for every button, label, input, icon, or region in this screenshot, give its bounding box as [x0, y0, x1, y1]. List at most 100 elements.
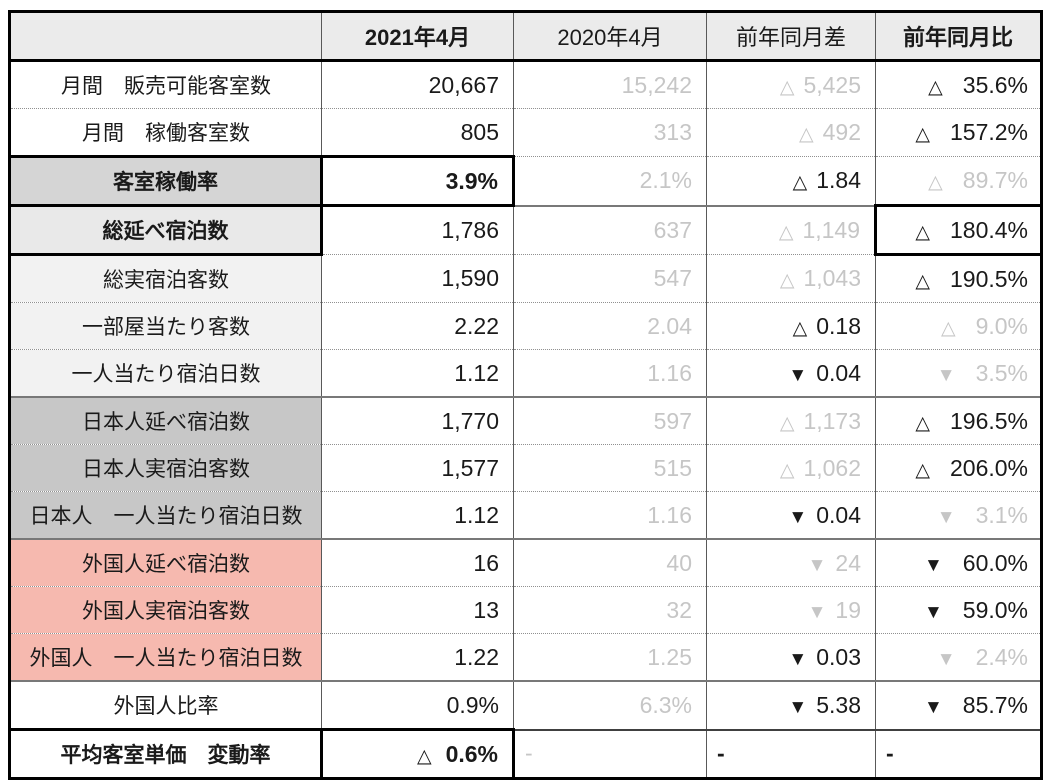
- table-row-total-guests: 総実宿泊客数 1,590 547 △ 1,043 △ 190.5%: [9, 254, 1042, 303]
- value-diff: △ 1.84: [706, 156, 876, 206]
- diff-number: 492: [822, 119, 861, 145]
- row-label: 総実宿泊客数: [9, 254, 322, 303]
- value-ratio: △ 196.5%: [875, 396, 1042, 445]
- up-triangle-icon: △: [928, 172, 943, 193]
- value-ratio: ▼ 60.0%: [875, 538, 1042, 587]
- ratio-number: 206.0%: [949, 454, 1028, 481]
- ratio-number: 196.5%: [949, 407, 1028, 434]
- value-ratio: -: [875, 728, 1042, 779]
- diff-number: 19: [835, 596, 861, 623]
- value-2020: 15,242: [513, 60, 707, 109]
- diff-number: 1,149: [802, 216, 860, 243]
- ratio-number: 60.0%: [962, 549, 1028, 576]
- value-2021: 3.9%: [321, 155, 515, 207]
- value-ratio: △ 89.7%: [875, 156, 1042, 206]
- value-diff: ▼ 24: [706, 538, 876, 587]
- value-2021: 0.9%: [321, 680, 514, 730]
- value-2020: 40: [513, 538, 707, 587]
- value-ratio: △ 35.6%: [875, 60, 1042, 109]
- diff-number: 24: [835, 549, 861, 576]
- value-ratio: △ 206.0%: [875, 444, 1042, 492]
- value-2021: 2.22: [321, 302, 514, 350]
- down-triangle-icon: ▼: [923, 554, 943, 576]
- value-ratio: ▼ 3.5%: [875, 349, 1042, 397]
- ratio-number: 157.2%: [949, 119, 1028, 145]
- up-triangle-icon: △: [779, 459, 795, 481]
- diff-number: 0.03: [816, 643, 861, 670]
- row-label: 外国人 一人当たり宿泊日数: [9, 633, 322, 681]
- up-triangle-icon: △: [940, 317, 956, 339]
- ratio-number: 190.5%: [949, 265, 1028, 292]
- ratio-number: 89.7%: [962, 167, 1028, 193]
- diff-number: 5.38: [816, 691, 861, 718]
- row-label: 平均客室単価 変動率: [8, 728, 323, 780]
- down-triangle-icon: ▼: [807, 554, 827, 576]
- value-diff: △ 0.18: [706, 302, 876, 350]
- value-2021: 805: [321, 108, 514, 157]
- down-triangle-icon: ▼: [788, 648, 808, 670]
- down-triangle-icon: ▼: [788, 506, 808, 528]
- value-2020: 6.3%: [513, 680, 707, 730]
- up-triangle-icon: △: [915, 412, 930, 434]
- down-triangle-icon: ▼: [936, 648, 956, 670]
- value-diff: △ 1,173: [706, 396, 876, 445]
- diff-number: 0.04: [816, 501, 861, 528]
- ratio-number: 2.4%: [975, 643, 1028, 670]
- up-triangle-icon: △: [792, 317, 808, 339]
- value-diff: △ 1,149: [706, 204, 876, 255]
- row-label: 日本人実宿泊客数: [9, 444, 322, 492]
- up-triangle-icon: △: [915, 270, 930, 292]
- row-label: 総延べ宿泊数: [8, 204, 323, 256]
- row-label: 日本人延べ宿泊数: [9, 396, 322, 445]
- value-diff: -: [706, 728, 876, 779]
- table-row-guests-per-room: 一部屋当たり客数 2.22 2.04 △ 0.18 △ 9.0%: [9, 302, 1042, 350]
- row-label: 外国人実宿泊客数: [9, 586, 322, 634]
- header-2020-april: 2020年4月: [513, 11, 707, 62]
- table-row-foreigner-nights-per-guest: 外国人 一人当たり宿泊日数 1.22 1.25 ▼ 0.03 ▼ 2.4%: [9, 633, 1042, 681]
- up-triangle-icon: △: [915, 124, 930, 145]
- value-2021: 1.12: [321, 349, 514, 397]
- diff-number: 1,062: [803, 454, 861, 481]
- hotel-occupancy-table: 2021年4月 2020年4月 前年同月差 前年同月比 月間 販売可能客室数 2…: [8, 10, 1043, 780]
- down-triangle-icon: ▼: [923, 601, 943, 623]
- up-triangle-icon: △: [928, 76, 943, 98]
- down-triangle-icon: ▼: [936, 364, 956, 386]
- header-empty-cell: [9, 11, 322, 62]
- value-ratio: ▼ 3.1%: [875, 491, 1042, 539]
- value-2020: 515: [513, 444, 707, 492]
- down-triangle-icon: ▼: [923, 696, 943, 718]
- table-row-nights-per-guest: 一人当たり宿泊日数 1.12 1.16 ▼ 0.04 ▼ 3.5%: [9, 349, 1042, 397]
- up-triangle-icon: △: [416, 745, 432, 767]
- down-triangle-icon: ▼: [788, 364, 808, 386]
- value-diff: △ 5,425: [706, 60, 876, 109]
- table-row-foreigner-guests: 外国人実宿泊客数 13 32 ▼ 19 ▼ 59.0%: [9, 586, 1042, 634]
- table-row-japanese-guest-nights: 日本人延べ宿泊数 1,770 597 △ 1,173 △ 196.5%: [9, 396, 1042, 445]
- ratio-number: 3.5%: [975, 359, 1028, 386]
- value-diff: △ 1,062: [706, 444, 876, 492]
- value-diff: ▼ 0.04: [706, 491, 876, 539]
- header-yoy-ratio: 前年同月比: [875, 11, 1042, 62]
- rate-change-number: 0.6%: [445, 740, 498, 767]
- row-label: 一部屋当たり客数: [9, 302, 322, 350]
- value-diff: ▼ 5.38: [706, 680, 876, 730]
- value-2020: 1.16: [513, 491, 707, 539]
- value-2021: 13: [321, 586, 514, 634]
- table-row-avg-room-rate-change: 平均客室単価 変動率 △ 0.6% - - -: [8, 728, 1042, 780]
- up-triangle-icon: △: [915, 459, 930, 481]
- up-triangle-icon: △: [792, 172, 808, 194]
- ratio-number: 35.6%: [962, 71, 1028, 98]
- table-row-foreigner-guest-nights: 外国人延べ宿泊数 16 40 ▼ 24 ▼ 60.0%: [9, 538, 1042, 587]
- table-row-sellable-rooms: 月間 販売可能客室数 20,667 15,242 △ 5,425 △ 35.6%: [9, 60, 1042, 109]
- value-2021: 1,577: [321, 444, 514, 492]
- value-2021: 1,786: [321, 205, 514, 255]
- row-label: 月間 販売可能客室数: [9, 60, 322, 109]
- value-2020: 2.1%: [513, 156, 707, 206]
- value-2021: 1,770: [321, 396, 514, 445]
- row-label: 日本人 一人当たり宿泊日数: [9, 491, 322, 539]
- value-2021: △ 0.6%: [321, 728, 515, 780]
- up-triangle-icon: △: [779, 270, 795, 291]
- value-ratio: ▼ 85.7%: [875, 680, 1042, 730]
- value-2020: 32: [513, 586, 707, 634]
- value-2020: 313: [513, 108, 707, 157]
- row-label: 客室稼働率: [8, 155, 323, 207]
